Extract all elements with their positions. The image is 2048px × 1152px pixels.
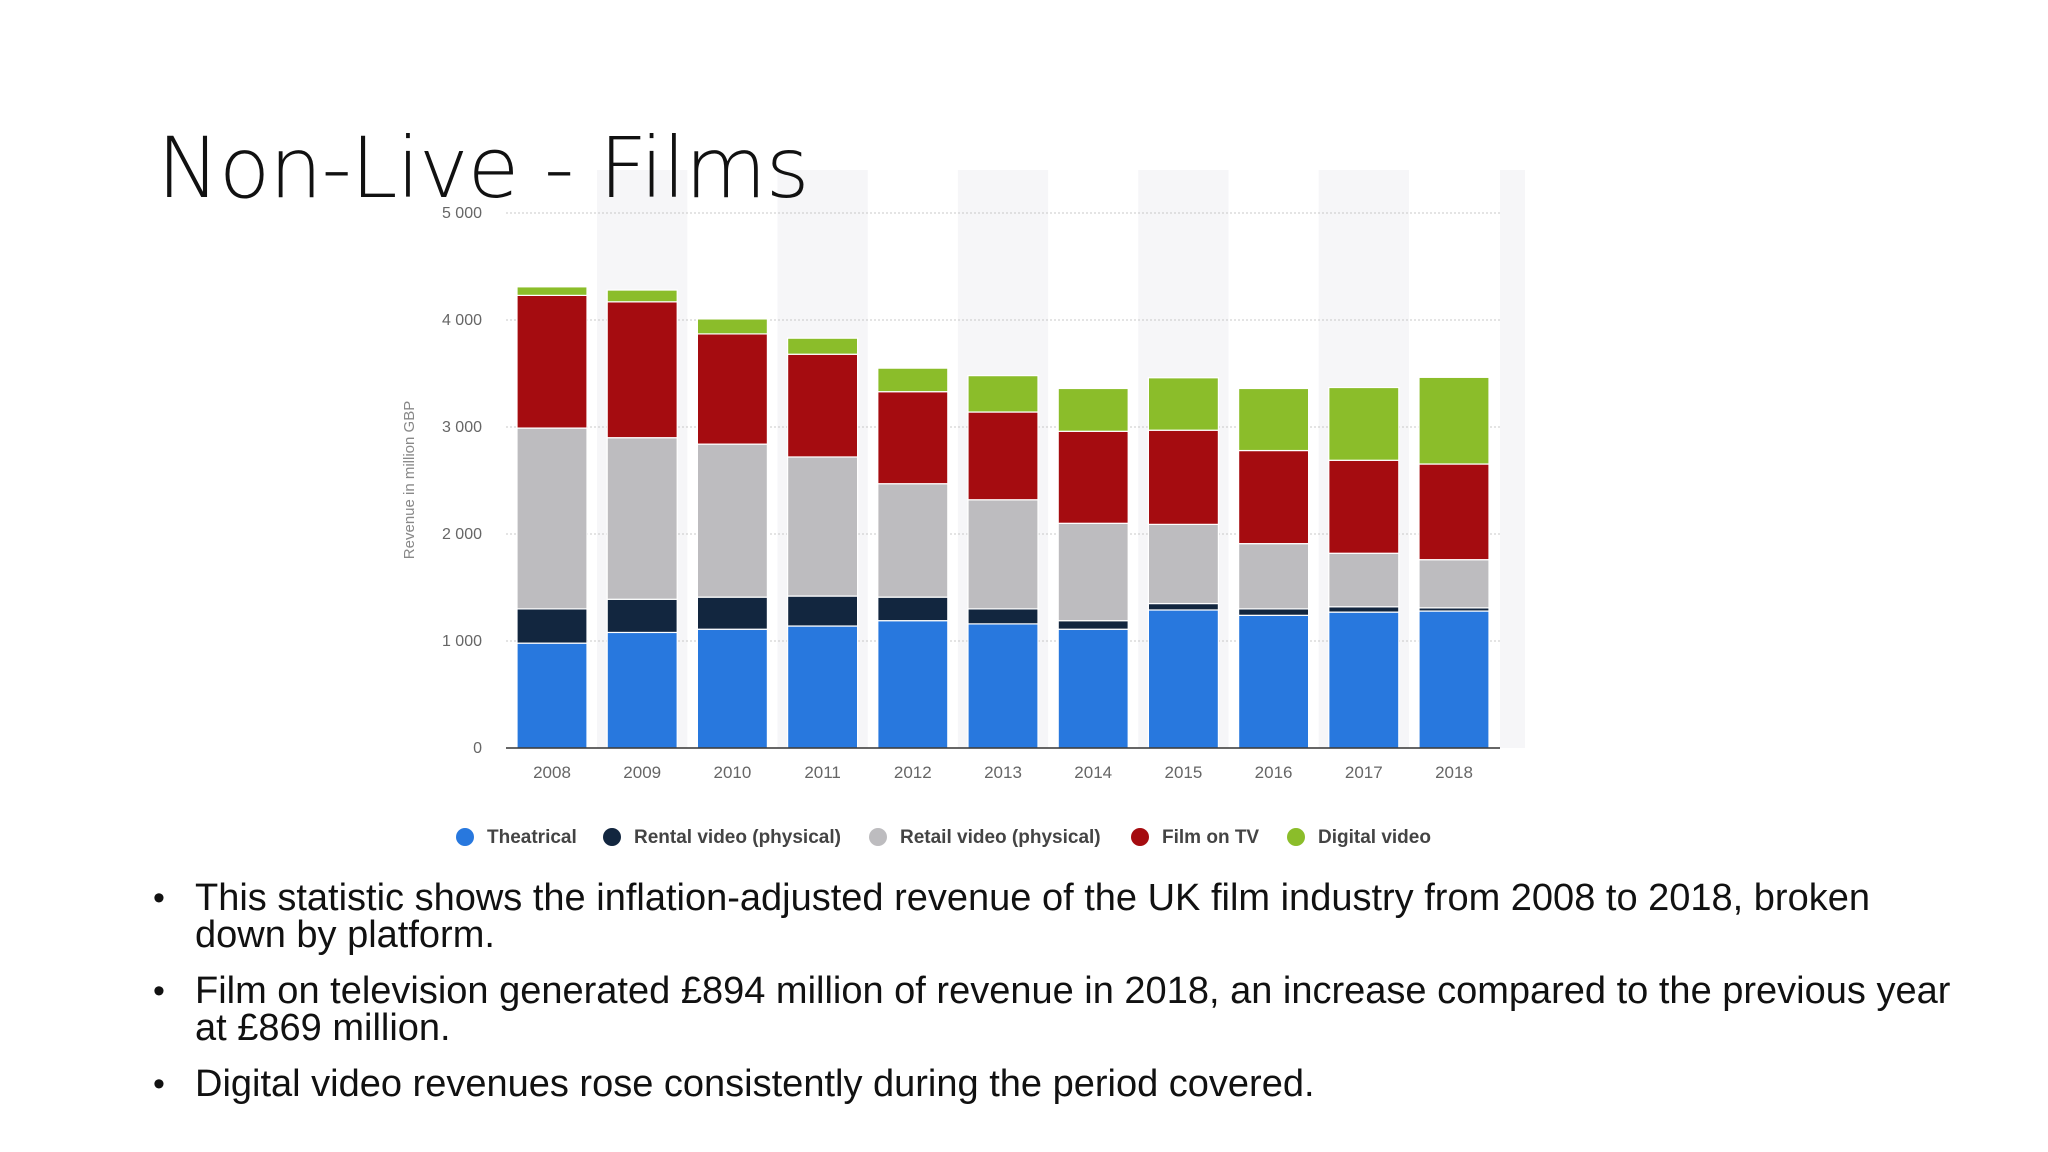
- x-tick-label: 2017: [1345, 763, 1383, 782]
- legend-label: Theatrical: [487, 827, 577, 848]
- bullet-item: • This statistic shows the inflation-adju…: [150, 877, 1970, 956]
- bullet-dot: •: [153, 879, 165, 917]
- bar-segment: [1147, 429, 1220, 525]
- x-tick-label: 2016: [1255, 763, 1293, 782]
- bullet-item: • Digital video revenues rose consistentl…: [150, 1063, 1970, 1105]
- bar-segment: [1418, 559, 1490, 609]
- bar-segment: [1237, 543, 1310, 610]
- bar-segment: [606, 289, 678, 303]
- bar-segment: [516, 608, 588, 644]
- bar-segment: [1237, 449, 1310, 545]
- bar-segment: [1328, 606, 1400, 613]
- bar-segment: [1057, 522, 1129, 622]
- band: [1500, 170, 1525, 748]
- bars: [516, 286, 1490, 749]
- axes: 0 1 000 2 000 3 000 4 000 5 000 2008 2009 2010 20…: [442, 205, 1500, 782]
- y-tick-label: 0: [473, 740, 482, 757]
- bullet-dot: •: [153, 1065, 165, 1103]
- bar-segment: [1237, 387, 1310, 452]
- bar-segment: [1328, 386, 1400, 461]
- y-tick-label: 2 000: [442, 526, 482, 543]
- legend-marker: [456, 828, 474, 846]
- bullet-text: This statistic shows the inflation-adjus…: [195, 877, 1870, 956]
- x-tick-label: 2018: [1435, 763, 1473, 782]
- x-tick-label: 2013: [984, 763, 1022, 782]
- bar-segment: [606, 631, 678, 749]
- y-tick-label: 3 000: [442, 419, 482, 436]
- legend-marker: [1131, 828, 1149, 846]
- legend-label: Retail video (physical): [900, 827, 1101, 848]
- bar-segment: [1328, 459, 1400, 554]
- x-tick-label: 2009: [623, 763, 661, 782]
- bar-segment: [1147, 377, 1220, 431]
- bar-segment: [1057, 628, 1129, 749]
- bar-segment: [516, 427, 588, 610]
- bar-segment: [696, 318, 769, 335]
- bar-segment: [606, 598, 678, 634]
- bar-segment: [786, 595, 859, 627]
- bar-segment: [967, 411, 1039, 501]
- bullet-dot: •: [153, 972, 165, 1010]
- bar-segment: [1147, 523, 1220, 605]
- bar-segment: [967, 623, 1039, 749]
- legend: Theatrical Rental video (physical) Retail …: [456, 827, 1431, 848]
- bar-segment: [606, 301, 678, 439]
- x-tick-label: 2012: [894, 763, 932, 782]
- bar-segment: [696, 443, 769, 598]
- bar-segment: [1328, 552, 1400, 608]
- x-tick-label: 2008: [533, 763, 571, 782]
- bullet-text: Digital video revenues rose consistently…: [195, 1063, 1315, 1105]
- bar-segment: [1147, 609, 1220, 749]
- bar-segment: [877, 391, 949, 485]
- bullet-item: • Film on television generated £894 milli…: [150, 970, 1970, 1049]
- bar-segment: [877, 367, 949, 393]
- bar-segment: [967, 375, 1039, 413]
- bar-segment: [786, 625, 859, 749]
- bar-segment: [877, 483, 949, 598]
- bar-segment: [967, 608, 1039, 625]
- y-tick-label: 4 000: [442, 312, 482, 329]
- bar-segment: [1237, 614, 1310, 749]
- x-tick-label: 2010: [713, 763, 751, 782]
- bar-segment: [696, 333, 769, 445]
- bar-segment: [1418, 376, 1490, 465]
- bar-segment: [967, 499, 1039, 610]
- legend-marker: [603, 828, 621, 846]
- bar-segment: [606, 437, 678, 600]
- legend-marker: [869, 828, 887, 846]
- bar-segment: [1418, 463, 1490, 561]
- bar-segment: [516, 642, 588, 749]
- y-tick-label: 5 000: [442, 205, 482, 222]
- bar-segment: [1057, 387, 1129, 432]
- bar-segment: [1237, 608, 1310, 616]
- bar-segment: [1057, 620, 1129, 630]
- bar-segment: [1147, 602, 1220, 611]
- y-axis-title: Revenue in million GBP: [401, 401, 418, 559]
- y-tick-label: 1 000: [442, 633, 482, 650]
- legend-marker: [1287, 828, 1305, 846]
- x-tick-label: 2014: [1074, 763, 1112, 782]
- legend-label: Digital video: [1318, 827, 1431, 848]
- bar-segment: [1057, 430, 1129, 524]
- x-tick-label: 2011: [804, 763, 841, 782]
- bullet-list: • This statistic shows the inflation-adju…: [150, 877, 1970, 1122]
- bar-segment: [786, 456, 859, 597]
- bar-segment: [1328, 611, 1400, 749]
- legend-label: Film on TV: [1162, 827, 1259, 848]
- x-tick-label: 2015: [1164, 763, 1202, 782]
- bar-segment: [877, 596, 949, 622]
- bar-segment: [516, 286, 588, 296]
- legend-label: Rental video (physical): [634, 827, 841, 848]
- bar-segment: [1418, 610, 1490, 749]
- bar-segment: [516, 294, 588, 429]
- slide-title: Non-Live - Films: [157, 119, 809, 217]
- bullet-text: Film on television generated £894 millio…: [195, 970, 1951, 1049]
- bar-segment: [786, 353, 859, 458]
- bar-segment: [696, 596, 769, 630]
- bar-segment: [696, 628, 769, 749]
- bar-segment: [786, 337, 859, 355]
- bar-segment: [877, 620, 949, 749]
